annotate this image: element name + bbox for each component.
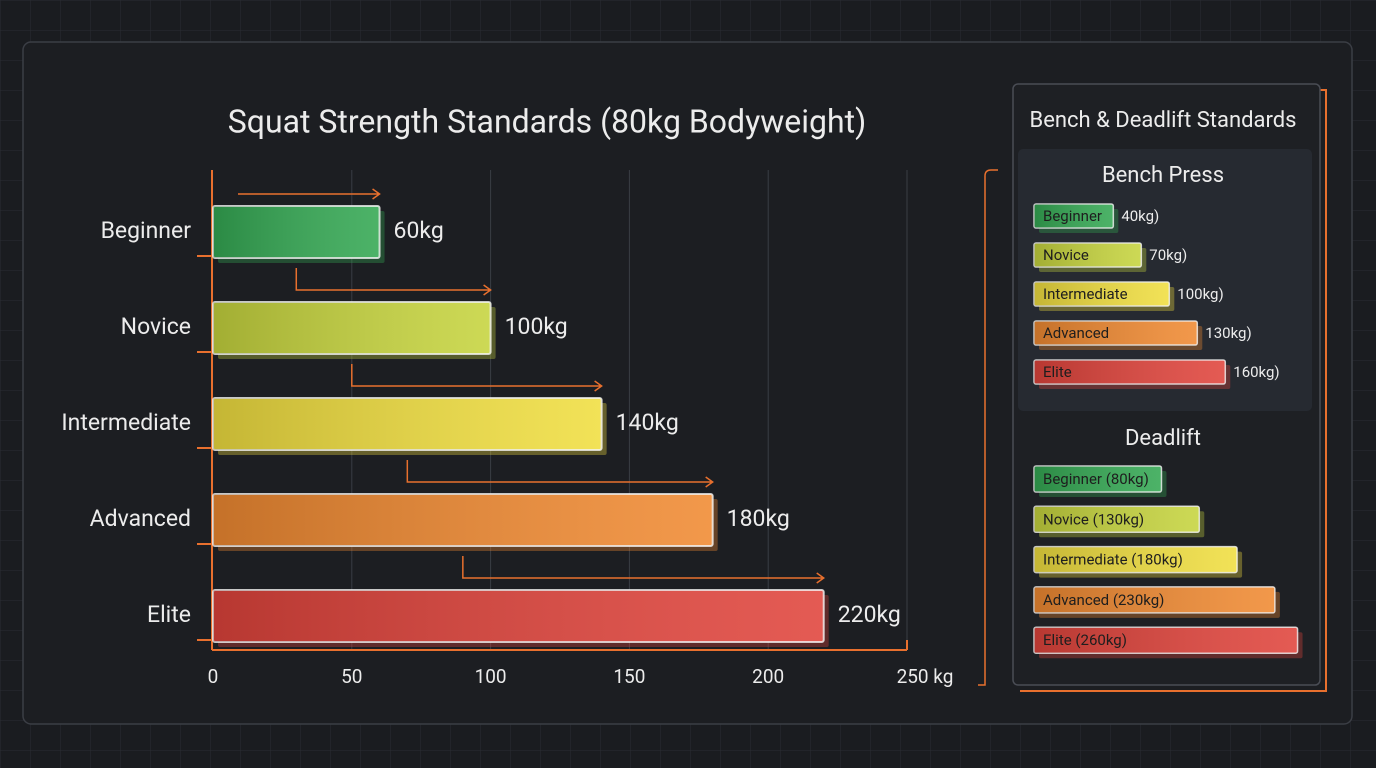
connector bbox=[978, 169, 998, 686]
value-label: 60kg bbox=[394, 217, 444, 244]
chart-title: Squat Strength Standards (80kg Bodyweigh… bbox=[228, 102, 866, 140]
value-label: 160kg) bbox=[1233, 363, 1279, 381]
bar-label: Beginner bbox=[1043, 207, 1102, 225]
subchart-title: Deadlift bbox=[1125, 426, 1201, 451]
bar-shine bbox=[1034, 506, 1200, 533]
y-tick-label: Intermediate bbox=[61, 409, 191, 436]
value-label: 70kg) bbox=[1149, 246, 1187, 264]
value-label: 100kg bbox=[505, 313, 568, 340]
panel-title: Bench & Deadlift Standards bbox=[1030, 108, 1297, 133]
bar-label: Intermediate (180kg) bbox=[1043, 551, 1183, 569]
connector-arrow bbox=[406, 460, 714, 488]
bar-shine bbox=[1034, 321, 1198, 345]
connector-arrow bbox=[238, 188, 381, 200]
bar-label: Novice bbox=[1043, 246, 1089, 264]
value-label: 140kg bbox=[616, 409, 679, 436]
bar-label: Intermediate bbox=[1043, 285, 1128, 303]
x-tick-label: 100 bbox=[475, 665, 507, 688]
bar-shine bbox=[1034, 204, 1114, 228]
bar-label: Elite bbox=[1043, 363, 1072, 381]
bar-shine bbox=[1034, 466, 1162, 492]
bar-shine bbox=[213, 590, 824, 642]
value-label: 40kg) bbox=[1121, 207, 1159, 225]
bar-label: Advanced (230kg) bbox=[1043, 591, 1164, 609]
bar-shine bbox=[213, 302, 491, 354]
y-tick-label: Novice bbox=[121, 313, 191, 340]
value-label: 220kg bbox=[838, 601, 901, 628]
y-tick-label: Beginner bbox=[101, 217, 192, 244]
x-tick-label: 50 bbox=[341, 665, 362, 688]
bar-shine bbox=[1034, 282, 1170, 306]
bar-shine bbox=[1034, 243, 1142, 267]
subchart-title: Bench Press bbox=[1102, 163, 1224, 188]
connector-arrow bbox=[351, 364, 603, 392]
bar-label: Elite (260kg) bbox=[1043, 631, 1127, 649]
bar-shine bbox=[213, 398, 602, 450]
x-tick-label: 150 bbox=[613, 665, 645, 688]
connector-arrow bbox=[295, 268, 492, 296]
bar-label: Advanced bbox=[1043, 324, 1109, 342]
bar-label: Beginner (80kg) bbox=[1043, 470, 1149, 488]
connector-arrow bbox=[462, 556, 826, 584]
bar-shine bbox=[1034, 360, 1226, 384]
y-tick-label: Advanced bbox=[90, 505, 191, 532]
bar-shine bbox=[1034, 586, 1275, 613]
y-tick-label: Elite bbox=[147, 601, 191, 628]
bar-shine bbox=[1034, 627, 1298, 654]
bar-shine bbox=[213, 206, 380, 258]
x-tick-label: 200 bbox=[752, 665, 784, 688]
x-tick-label: 250 kg bbox=[897, 665, 954, 688]
value-label: 130kg) bbox=[1205, 324, 1251, 342]
bar-label: Novice (130kg) bbox=[1043, 510, 1144, 528]
bar-shine bbox=[213, 494, 713, 546]
value-label: 180kg bbox=[727, 505, 790, 532]
value-label: 100kg) bbox=[1177, 285, 1223, 303]
x-tick-label: 0 bbox=[208, 665, 219, 688]
bar-shine bbox=[1034, 546, 1238, 573]
